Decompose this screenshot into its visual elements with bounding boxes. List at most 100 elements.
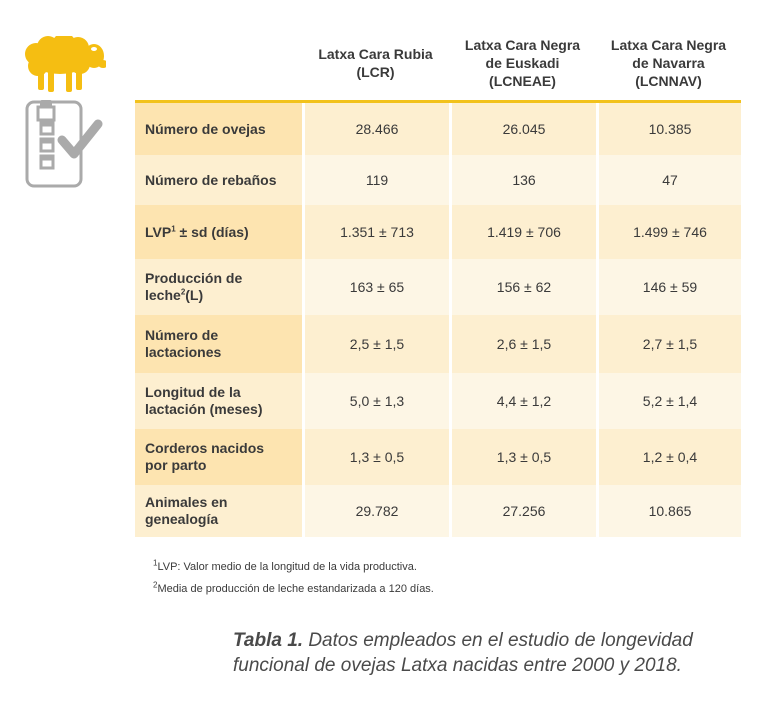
table-cell: 26.045: [449, 103, 596, 155]
column-header-line: (LCR): [356, 64, 395, 80]
row-label-text: LVP: [145, 223, 172, 240]
table-cell: 5,0 ± 1,3: [302, 373, 449, 429]
row-label-suffix: (L): [185, 287, 204, 303]
table-cell: 119: [302, 155, 449, 205]
footnote-ref: 1: [171, 223, 176, 233]
row-label: Número de ovejas: [135, 103, 302, 155]
row-label: Número de rebaños: [135, 155, 302, 205]
footnote-number: 2: [153, 580, 158, 590]
table-cell: 10.385: [596, 103, 741, 155]
table-cell: 163 ± 65: [302, 259, 449, 315]
caption-label: Tabla 1.: [233, 630, 304, 651]
row-label-line: Animales en: [145, 494, 301, 511]
row-label-line: Número de rebaños: [145, 172, 301, 189]
checklist-icon: [25, 100, 103, 188]
footnote: 1LVP: Valor medio de la longitud de la v…: [153, 556, 434, 578]
table-cell: 28.466: [302, 103, 449, 155]
table-row: Número de rebaños 119 136 47: [135, 155, 741, 205]
footnote: 2Media de producción de leche estandariz…: [153, 578, 434, 600]
sheep-icon: [25, 36, 106, 92]
table-cell: 146 ± 59: [596, 259, 741, 315]
column-header-line: Latxa Cara Negra: [610, 37, 727, 53]
table-cell: 1.351 ± 713: [302, 205, 449, 259]
table-cell: 156 ± 62: [449, 259, 596, 315]
table-row: LVP1 ± sd (días) 1.351 ± 713 1.419 ± 706 1.…: [135, 205, 741, 259]
caption-text-1: Datos empleados en el estudio de longevi…: [303, 630, 693, 651]
table-cell: 47: [596, 155, 741, 205]
row-label: Producción de leche2(L): [135, 259, 302, 315]
row-label-text: lactaciones: [145, 344, 222, 360]
row-label-line: por parto: [145, 457, 301, 474]
table-cell: 4,4 ± 1,2: [449, 373, 596, 429]
row-label-line: lactaciones: [145, 344, 301, 361]
column-header-line: Latxa Cara Negra: [464, 37, 581, 53]
row-label-suffix: ± sd (días): [175, 223, 249, 240]
row-label-text: Longitud de la: [145, 384, 241, 400]
row-label-text: lactación (meses): [145, 401, 263, 417]
column-header-line: de Euskadi: [485, 55, 560, 71]
row-label-text: Producción de: [145, 270, 243, 286]
table-body: Número de ovejas 28.466 26.045 10.385 Número…: [135, 103, 741, 537]
row-label-text: leche: [145, 287, 181, 303]
table-cell: 1,3 ± 0,5: [302, 429, 449, 485]
table-cell: 2,7 ± 1,5: [596, 315, 741, 373]
table-row: Longitud de la lactación (meses) 5,0 ± 1,3…: [135, 373, 741, 429]
table-row: Producción de leche2(L) 163 ± 65 156 ± 62 14…: [135, 259, 741, 315]
row-label-text: genealogía: [145, 511, 219, 527]
table-cell: 27.256: [449, 485, 596, 537]
row-label-line: genealogía: [145, 511, 301, 528]
column-header: Latxa Cara Rubia (LCR): [302, 26, 449, 103]
table-cell: 10.865: [596, 485, 741, 537]
row-label: LVP1 ± sd (días): [135, 205, 302, 259]
table-cell: 2,6 ± 1,5: [449, 315, 596, 373]
footnote-ref: 2: [180, 287, 186, 297]
table-cell: 2,5 ± 1,5: [302, 315, 449, 373]
row-label-line: LVP1 ± sd (días): [145, 224, 301, 241]
table-header: Latxa Cara Rubia (LCR) Latxa Cara Negra de …: [135, 26, 741, 103]
table-row: Número de lactaciones 2,5 ± 1,5 2,6 ± 1,5 2,…: [135, 315, 741, 373]
table-row: Animales en genealogía 29.782 27.256 10.865: [135, 485, 741, 537]
row-label-line: Número de ovejas: [145, 121, 301, 138]
row-label-text: Número de rebaños: [145, 171, 277, 188]
row-label-line: Longitud de la: [145, 384, 301, 401]
footnote-text: LVP: Valor medio de la longitud de la vi…: [157, 561, 417, 573]
row-label-text: Animales en: [145, 494, 228, 510]
footnote-number: 1: [153, 558, 158, 568]
header-row: Latxa Cara Rubia (LCR) Latxa Cara Negra de …: [135, 26, 741, 103]
row-label: Animales en genealogía: [135, 485, 302, 537]
row-label: Corderos nacidos por parto: [135, 429, 302, 485]
column-header: Latxa Cara Negra de Euskadi (LCNEAE): [449, 26, 596, 103]
row-label-text: Número de: [145, 327, 219, 343]
column-header-line: (LCNEAE): [489, 73, 556, 89]
footnotes: 1LVP: Valor medio de la longitud de la v…: [153, 556, 434, 600]
data-table: Latxa Cara Rubia (LCR) Latxa Cara Negra de …: [135, 26, 741, 537]
table-cell: 1.499 ± 746: [596, 205, 741, 259]
caption-line-2: funcional de ovejas Latxa nacidas entre …: [233, 655, 682, 676]
table-cell: 5,2 ± 1,4: [596, 373, 741, 429]
row-label-text: por parto: [145, 457, 207, 473]
row-label-line: Producción de: [145, 270, 301, 287]
table-cell: 136: [449, 155, 596, 205]
column-header: [135, 26, 302, 103]
caption-line-1: Tabla 1. Datos empleados en el estudio d…: [233, 628, 733, 653]
column-header-line: (LCNNAV): [635, 73, 702, 89]
footnote-text: Media de producción de leche estandariza…: [157, 583, 434, 595]
table-row: Número de ovejas 28.466 26.045 10.385: [135, 103, 741, 155]
table-caption: Tabla 1. Datos empleados en el estudio d…: [233, 628, 733, 678]
row-label-text: Número de ovejas: [145, 120, 266, 137]
row-label-line: leche2(L): [145, 287, 301, 304]
row-label: Número de lactaciones: [135, 315, 302, 373]
table-cell: 1.419 ± 706: [449, 205, 596, 259]
row-label-text: Corderos nacidos: [145, 440, 265, 456]
row-label-line: Corderos nacidos: [145, 440, 301, 457]
column-header: Latxa Cara Negra de Navarra (LCNNAV): [596, 26, 741, 103]
table-cell: 29.782: [302, 485, 449, 537]
column-header-line: de Navarra: [632, 55, 705, 71]
row-label-line: lactación (meses): [145, 401, 301, 418]
table-cell: 1,2 ± 0,4: [596, 429, 741, 485]
table-row: Corderos nacidos por parto 1,3 ± 0,5 1,3 ± …: [135, 429, 741, 485]
column-header-line: Latxa Cara Rubia: [318, 46, 433, 62]
table-cell: 1,3 ± 0,5: [449, 429, 596, 485]
row-label-line: Número de: [145, 327, 301, 344]
row-label: Longitud de la lactación (meses): [135, 373, 302, 429]
